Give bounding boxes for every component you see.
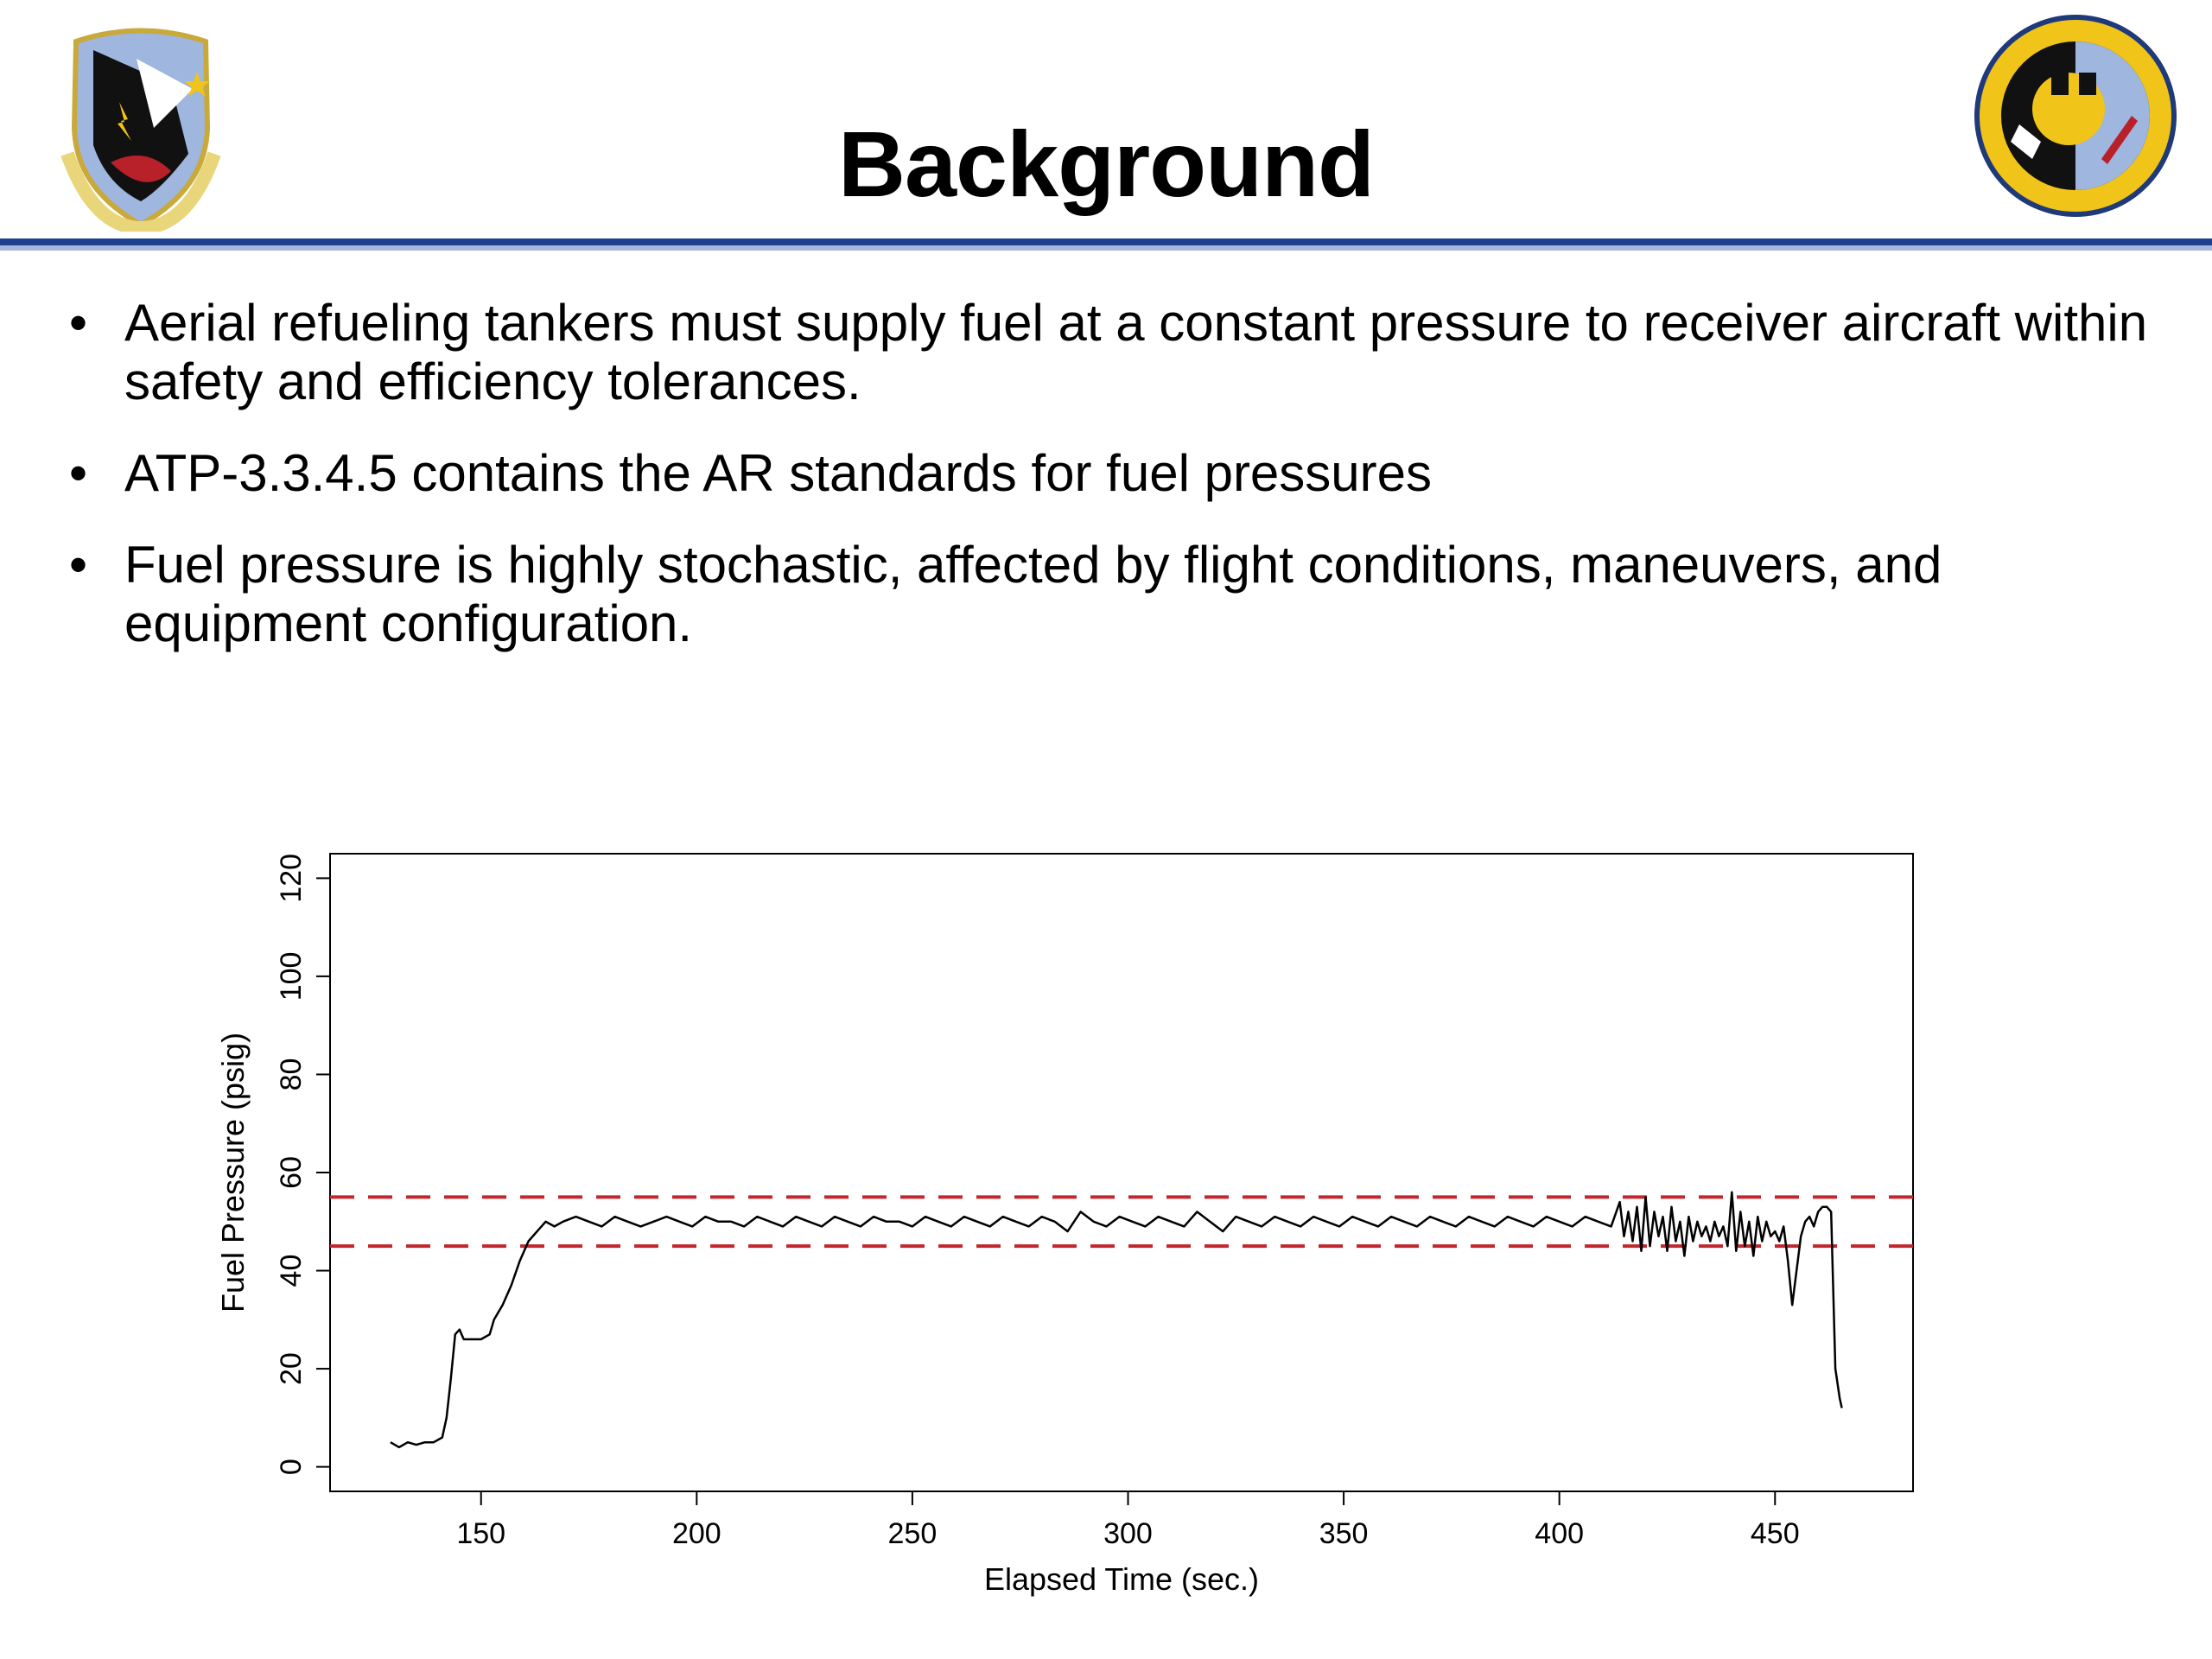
- plot-frame: [329, 853, 1914, 1492]
- x-tick-label: 400: [1535, 1517, 1584, 1550]
- y-tick-label: 40: [275, 1255, 308, 1287]
- y-tick-label: 0: [275, 1459, 308, 1475]
- right-squadron-patch-icon: [1974, 15, 2177, 217]
- y-axis-label: Fuel Pressure (psig): [215, 1033, 251, 1313]
- x-tick-label: 200: [672, 1517, 721, 1550]
- y-tick-label: 80: [275, 1058, 308, 1091]
- x-tick-label: 350: [1319, 1517, 1369, 1550]
- fuel-pressure-trace: [390, 1191, 1843, 1449]
- x-tick-label: 300: [1103, 1517, 1153, 1550]
- fuel-pressure-chart: 150 200 250 300 350 400 450 0 20 40 60 80 100 120 Ela…: [215, 853, 1914, 1597]
- title-divider: [0, 238, 2212, 251]
- y-tick-label: 20: [275, 1352, 308, 1385]
- slide-title: Background: [837, 111, 1375, 216]
- x-tick-label: 250: [888, 1517, 938, 1550]
- bullet-item: Aerial refueling tankers must supply fue…: [69, 294, 2177, 411]
- y-tick-label: 60: [275, 1156, 308, 1189]
- left-shield-emblem-icon: [60, 28, 221, 232]
- y-tick-label: 100: [275, 952, 308, 1001]
- x-axis-label: Elapsed Time (sec.): [984, 1561, 1259, 1597]
- x-tick-label: 150: [456, 1517, 505, 1550]
- y-tick-label: 120: [275, 854, 308, 903]
- x-tick-label: 450: [1751, 1517, 1800, 1550]
- bullet-list: Aerial refueling tankers must supply fue…: [69, 294, 2177, 686]
- bullet-item: ATP-3.3.4.5 contains the AR standards fo…: [69, 444, 2177, 503]
- bullet-item: Fuel pressure is highly stochastic, affe…: [69, 536, 2177, 653]
